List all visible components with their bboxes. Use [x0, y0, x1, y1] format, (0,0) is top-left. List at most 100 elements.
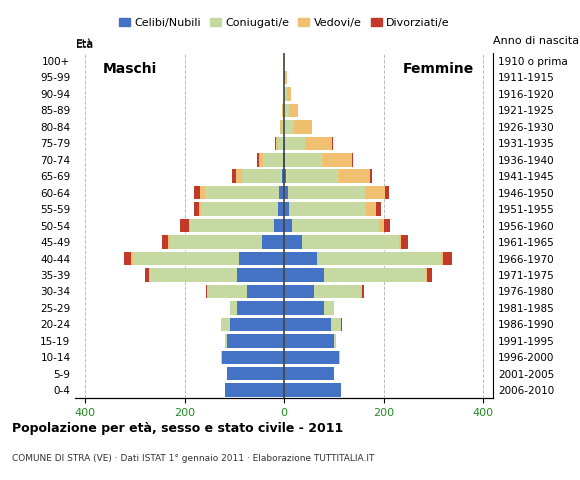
Bar [220, 318, 230, 331]
Bar [332, 137, 333, 150]
Bar [285, 71, 286, 84]
Bar [149, 268, 150, 282]
Bar [427, 268, 432, 282]
Bar [289, 104, 298, 117]
Bar [279, 186, 284, 199]
Bar [227, 367, 284, 381]
Bar [150, 268, 237, 282]
Bar [284, 153, 285, 167]
Bar [338, 169, 370, 183]
Bar [282, 169, 284, 183]
Y-axis label: Anno di nascita: Anno di nascita [493, 36, 579, 46]
Bar [284, 318, 331, 331]
Bar [278, 137, 284, 150]
Bar [194, 203, 199, 216]
Bar [288, 186, 365, 199]
Bar [230, 318, 284, 331]
Bar [339, 350, 340, 364]
Bar [190, 219, 274, 232]
Bar [206, 285, 207, 298]
Bar [262, 235, 284, 249]
Bar [292, 219, 379, 232]
Bar [443, 252, 452, 265]
Bar [284, 120, 294, 133]
Bar [201, 203, 278, 216]
Bar [283, 104, 284, 117]
Bar [285, 153, 322, 167]
Bar [286, 169, 338, 183]
Bar [282, 120, 284, 133]
Bar [284, 384, 342, 397]
Bar [352, 153, 353, 167]
Bar [124, 252, 131, 265]
Text: Età: Età [75, 40, 93, 50]
Text: Femmine: Femmine [403, 62, 474, 76]
Bar [302, 235, 398, 249]
Bar [170, 235, 262, 249]
Bar [370, 169, 372, 183]
Bar [284, 252, 317, 265]
Bar [365, 186, 385, 199]
Legend: Celibi/Nubili, Coniugati/e, Vedovi/e, Divorziati/e: Celibi/Nubili, Coniugati/e, Vedovi/e, Di… [114, 13, 454, 32]
Bar [285, 137, 304, 150]
Bar [230, 301, 237, 314]
Bar [236, 169, 242, 183]
Bar [324, 301, 334, 314]
Bar [221, 350, 222, 364]
Bar [284, 350, 339, 364]
Bar [180, 219, 189, 232]
Bar [207, 285, 247, 298]
Bar [284, 334, 334, 348]
Bar [222, 350, 284, 364]
Bar [379, 219, 383, 232]
Bar [385, 186, 389, 199]
Text: Maschi: Maschi [103, 62, 157, 76]
Bar [247, 285, 284, 298]
Bar [278, 203, 284, 216]
Bar [284, 87, 287, 101]
Bar [194, 186, 200, 199]
Bar [205, 186, 279, 199]
Bar [314, 285, 361, 298]
Bar [237, 301, 284, 314]
Bar [168, 235, 170, 249]
Bar [242, 169, 282, 183]
Bar [334, 334, 336, 348]
Bar [284, 186, 288, 199]
Bar [131, 252, 133, 265]
Bar [366, 203, 376, 216]
Bar [276, 137, 278, 150]
Bar [401, 235, 408, 249]
Bar [237, 268, 284, 282]
Bar [324, 268, 426, 282]
Bar [274, 219, 284, 232]
Bar [284, 301, 324, 314]
Bar [284, 203, 289, 216]
Text: Età: Età [75, 39, 93, 49]
Bar [398, 235, 401, 249]
Bar [294, 120, 311, 133]
Bar [426, 268, 427, 282]
Bar [362, 285, 364, 298]
Bar [258, 153, 259, 167]
Bar [282, 104, 283, 117]
Bar [133, 252, 240, 265]
Bar [263, 153, 282, 167]
Bar [284, 169, 286, 183]
Bar [317, 252, 441, 265]
Bar [383, 219, 390, 232]
Bar [284, 219, 292, 232]
Bar [284, 285, 314, 298]
Bar [322, 153, 352, 167]
Bar [162, 235, 168, 249]
Bar [331, 318, 342, 331]
Bar [280, 120, 282, 133]
Text: Popolazione per età, sesso e stato civile - 2011: Popolazione per età, sesso e stato civil… [12, 422, 343, 435]
Bar [284, 104, 289, 117]
Bar [284, 235, 302, 249]
Bar [287, 87, 291, 101]
Bar [188, 219, 190, 232]
Bar [227, 334, 284, 348]
Bar [284, 367, 334, 381]
Bar [304, 137, 332, 150]
